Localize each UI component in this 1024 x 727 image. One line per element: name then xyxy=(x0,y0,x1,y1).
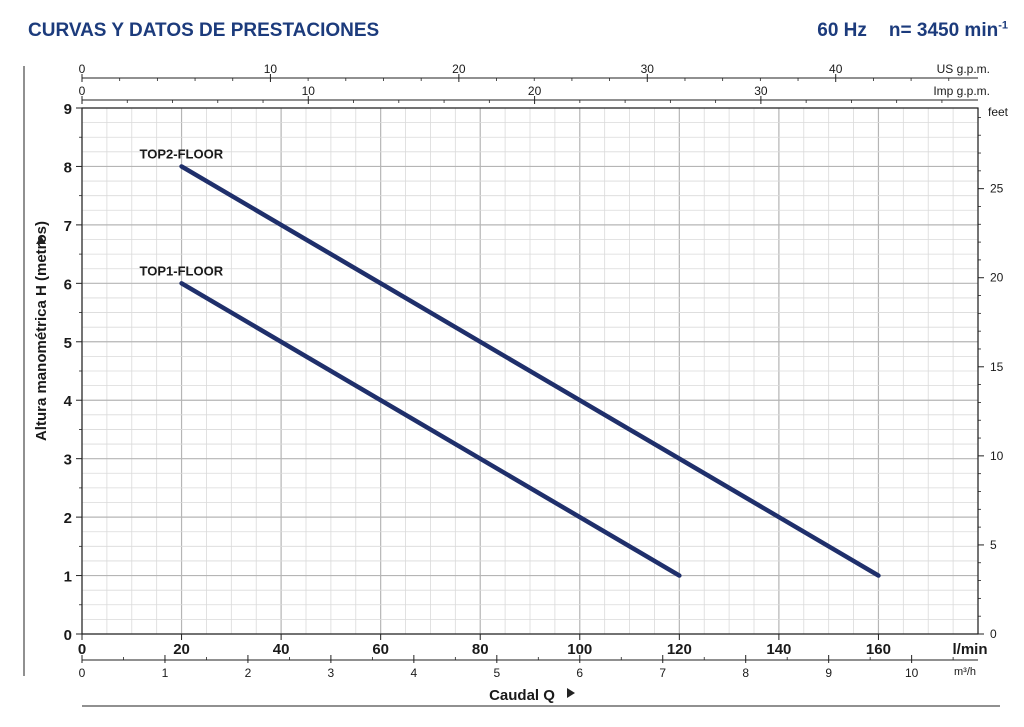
feet-tick-label: 25 xyxy=(990,182,1004,196)
feet-tick-label: 20 xyxy=(990,271,1004,285)
y-tick-label: 4 xyxy=(64,393,73,410)
us-gpm-unit-label: US g.p.m. xyxy=(937,62,990,76)
series-label-top2-floor: TOP2-FLOOR xyxy=(140,146,224,161)
chart-labels: TOP2-FLOOR TOP1-FLOOR xyxy=(140,146,224,278)
x-unit-label: l/min xyxy=(952,641,987,658)
us-gpm-tick-label: 40 xyxy=(829,62,843,76)
speed-exponent: -1 xyxy=(998,19,1008,32)
secondary-x-tick-label: 8 xyxy=(742,666,749,680)
chart-axes: 0 1 2 3 4 5 6 7 8 9 Altura manométrica H (metros) 0… xyxy=(23,62,1009,707)
series-line-top1-floor xyxy=(179,281,682,578)
x-tick-label: 60 xyxy=(372,641,389,658)
imp-gpm-tick-label: 10 xyxy=(302,84,316,98)
secondary-x-tick-label: 5 xyxy=(493,666,500,680)
us-gpm-tick-label: 30 xyxy=(641,62,655,76)
x-tick-label: 160 xyxy=(866,641,891,658)
secondary-x-tick-label: 7 xyxy=(659,666,666,680)
feet-unit-label: feet xyxy=(988,105,1009,119)
imp-gpm-tick-label: 0 xyxy=(79,84,86,98)
y-tick-label: 8 xyxy=(64,159,72,176)
x-axis-title: Caudal Q xyxy=(489,687,555,704)
y-tick-label: 3 xyxy=(64,452,72,469)
y-tick-label: 6 xyxy=(64,276,72,293)
secondary-x-unit-label: m³/h xyxy=(954,666,976,678)
secondary-x-tick-label: 6 xyxy=(576,666,583,680)
x-axis-arrow-icon xyxy=(567,688,575,698)
x-tick-label: 120 xyxy=(667,641,692,658)
y-tick-label: 5 xyxy=(64,335,72,352)
y-tick-label: 1 xyxy=(64,569,72,586)
secondary-x-tick-label: 2 xyxy=(245,666,252,680)
series-label-top1-floor: TOP1-FLOOR xyxy=(140,263,224,278)
y-tick-label: 7 xyxy=(64,218,72,235)
frequency-label: 60 Hz xyxy=(817,20,867,41)
y-axis-title: Altura manométrica H (metros) xyxy=(33,221,50,441)
secondary-x-tick-label: 4 xyxy=(411,666,418,680)
x-tick-label: 40 xyxy=(273,641,290,658)
secondary-x-tick-label: 10 xyxy=(905,666,919,680)
page-title: CURVAS Y DATOS DE PRESTACIONES xyxy=(28,20,380,41)
feet-tick-label: 0 xyxy=(990,627,997,641)
x-tick-label: 20 xyxy=(173,641,190,658)
y-tick-label: 2 xyxy=(64,510,72,527)
y-tick-label: 9 xyxy=(64,101,72,118)
header-speed-info: 60 Hz n= 3450 min-1 xyxy=(817,20,1008,42)
secondary-x-tick-label: 0 xyxy=(79,666,86,680)
us-gpm-tick-label: 0 xyxy=(79,62,86,76)
chart-grid xyxy=(81,107,979,635)
y-axis-arrow-icon xyxy=(36,236,46,244)
x-tick-label: 0 xyxy=(78,641,86,658)
us-gpm-tick-label: 10 xyxy=(264,62,278,76)
feet-tick-label: 15 xyxy=(990,360,1004,374)
series-line-top2-floor xyxy=(179,164,881,578)
secondary-x-tick-label: 9 xyxy=(825,666,832,680)
chart-series xyxy=(179,164,881,578)
x-tick-label: 140 xyxy=(766,641,791,658)
speed-label: n= 3450 min xyxy=(888,20,999,41)
feet-tick-label: 5 xyxy=(990,538,997,552)
imp-gpm-tick-label: 20 xyxy=(528,84,542,98)
imp-gpm-tick-label: 30 xyxy=(754,84,768,98)
feet-tick-label: 10 xyxy=(990,449,1004,463)
x-tick-label: 80 xyxy=(472,641,489,658)
secondary-x-tick-label: 1 xyxy=(162,666,169,680)
x-tick-label: 100 xyxy=(567,641,592,658)
secondary-x-tick-label: 3 xyxy=(328,666,335,680)
imp-gpm-unit-label: Imp g.p.m. xyxy=(933,84,990,98)
y-tick-label: 0 xyxy=(64,627,72,644)
us-gpm-tick-label: 20 xyxy=(452,62,466,76)
